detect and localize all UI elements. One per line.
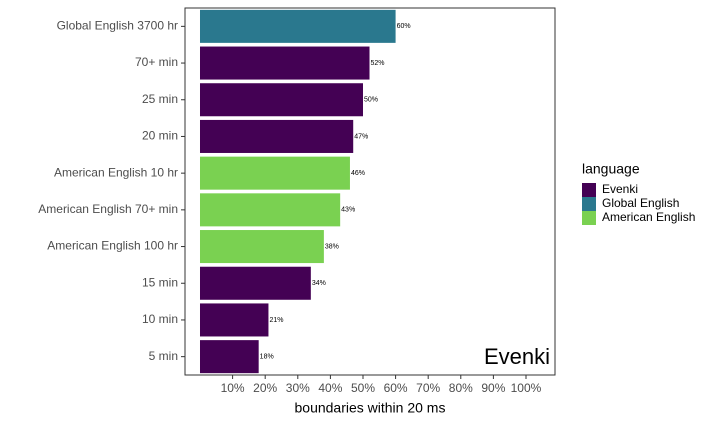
y-tick-label: 70+ min — [135, 55, 178, 69]
bar — [199, 119, 354, 153]
x-tick-label: 50% — [351, 381, 375, 395]
value-label: 21% — [269, 317, 283, 324]
bar — [199, 340, 259, 374]
x-axis-label: boundaries within 20 ms — [295, 400, 446, 416]
bar — [199, 9, 396, 43]
legend-label: Evenki — [602, 182, 638, 196]
annotation: Evenki — [484, 344, 550, 369]
value-label: 46% — [351, 170, 365, 177]
bar — [199, 193, 341, 227]
value-label: 60% — [397, 23, 411, 30]
x-tick-label: 40% — [318, 381, 342, 395]
y-tick-label: American English 100 hr — [47, 239, 178, 253]
legend-key — [582, 211, 596, 225]
y-tick-label: 20 min — [142, 129, 178, 143]
y-tick-label: 5 min — [149, 349, 178, 363]
legend-label: Global English — [602, 196, 679, 210]
bar — [199, 46, 370, 80]
value-label: 50% — [364, 97, 378, 104]
y-tick-label: 25 min — [142, 92, 178, 106]
bar — [199, 156, 350, 190]
legend-key — [582, 183, 596, 197]
bar — [199, 83, 363, 117]
legend-key — [582, 197, 596, 211]
legend-label: American English — [602, 210, 695, 224]
x-tick-label: 30% — [286, 381, 310, 395]
value-label: 52% — [371, 60, 385, 67]
x-tick-label: 70% — [416, 381, 440, 395]
bar — [199, 230, 324, 264]
bar — [199, 266, 311, 300]
x-tick-label: 20% — [253, 381, 277, 395]
value-label: 34% — [312, 280, 326, 287]
y-tick-label: 15 min — [142, 275, 178, 289]
value-label: 18% — [260, 353, 274, 360]
x-tick-label: 10% — [221, 381, 245, 395]
value-label: 47% — [354, 133, 368, 140]
value-label: 38% — [325, 243, 339, 250]
y-tick-label: 10 min — [142, 312, 178, 326]
value-label: 43% — [341, 207, 355, 214]
legend-title: language — [582, 161, 640, 177]
y-tick-label: American English 10 hr — [54, 165, 178, 179]
x-tick-label: 60% — [384, 381, 408, 395]
x-tick-label: 100% — [511, 381, 542, 395]
x-tick-label: 90% — [481, 381, 505, 395]
y-tick-label: American English 70+ min — [38, 202, 178, 216]
bar — [199, 303, 269, 337]
y-tick-label: Global English 3700 hr — [57, 19, 178, 33]
plot-border — [184, 7, 556, 376]
x-tick-label: 80% — [449, 381, 473, 395]
